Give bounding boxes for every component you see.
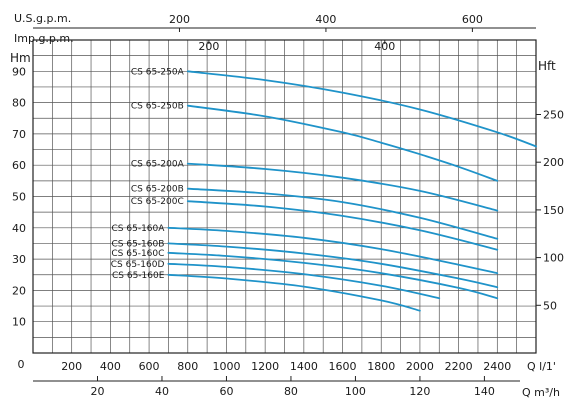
- left-axis-ticks: 10 20 30 40 50 60 70 80 90 0: [12, 65, 26, 371]
- bottom-axis-label: Q l/1': [527, 360, 556, 373]
- bottom2-tick-label: 40: [155, 385, 169, 398]
- bottom-tick-label: 1800: [367, 360, 395, 373]
- plot-frame: [32, 39, 537, 354]
- bottom-tick-label: 1000: [212, 360, 240, 373]
- series-curve: [167, 273, 421, 312]
- bottom-tick-label: 1200: [251, 360, 279, 373]
- series-curve: [186, 200, 499, 251]
- left-tick-label: 20: [12, 284, 26, 297]
- bottom2-tick-label: 140: [474, 385, 495, 398]
- bottom-tick-label: 200: [61, 360, 82, 373]
- series-label: CS 65-160B: [112, 239, 165, 249]
- bottom2-axis-ticks: 20 40 60 80 100 120 140: [90, 376, 495, 398]
- right-axis-label: Hft: [538, 59, 556, 73]
- series-curve: [167, 226, 499, 275]
- right-tick-label: 100: [543, 252, 564, 265]
- bottom2-tick-label: 60: [219, 385, 233, 398]
- right-axis-ticks: 50 100 150 200 250: [536, 108, 564, 312]
- top-tick-label: 400: [315, 13, 336, 26]
- series-label: CS 65-160C: [111, 249, 164, 259]
- top-axis-ticks: 200 400 600: [33, 13, 536, 32]
- left-tick-label: 10: [12, 316, 26, 329]
- series-label: CS 65-250A: [131, 67, 185, 77]
- series-curve: [167, 242, 499, 289]
- series-label: CS 65-200C: [131, 197, 184, 207]
- bottom-tick-label: 1600: [329, 360, 357, 373]
- series-curve: [186, 162, 499, 212]
- bottom-tick-label: 2000: [406, 360, 434, 373]
- series-curve: [186, 70, 537, 148]
- bottom-tick-label: 600: [139, 360, 160, 373]
- series-group: CS 65-250A CS 65-250B CS 65-200A CS 65-200B…: [111, 67, 537, 312]
- bottom-tick-label: 2200: [445, 360, 473, 373]
- series-curve: [167, 262, 441, 300]
- left-tick-label: 60: [12, 159, 26, 172]
- bottom-tick-label: 1400: [290, 360, 318, 373]
- right-tick-label: 200: [543, 156, 564, 169]
- right-tick-label: 50: [543, 299, 557, 312]
- series-label: CS 65-160A: [112, 224, 166, 234]
- bottom2-tick-label: 120: [409, 385, 430, 398]
- left-axis-label: Hm: [10, 51, 31, 65]
- bottom2-tick-label: 20: [90, 385, 104, 398]
- origin-tick-label: 0: [18, 358, 25, 371]
- bottom-tick-label: 2400: [483, 360, 511, 373]
- top2-axis-ticks: 200 400: [198, 40, 395, 53]
- top2-tick-label: 200: [198, 40, 219, 53]
- left-tick-label: 40: [12, 222, 26, 235]
- series-label: CS 65-160E: [112, 271, 165, 281]
- left-tick-label: 30: [12, 253, 26, 266]
- series-label: CS 65-200A: [131, 160, 185, 170]
- bottom2-axis-label: Q m³/h: [522, 386, 560, 399]
- left-tick-label: 50: [12, 191, 26, 204]
- top-axis-label-usgpm: U.S.g.p.m.: [14, 12, 71, 25]
- bottom2-tick-label: 100: [345, 385, 366, 398]
- top-tick-label: 600: [462, 13, 483, 26]
- top-tick-label: 200: [169, 13, 190, 26]
- bottom2-tick-label: 80: [284, 385, 298, 398]
- series-label: CS 65-160D: [111, 260, 165, 270]
- right-tick-label: 250: [543, 108, 564, 121]
- bottom-axis-ticks: 200 400 600 800 1000 1200 1400 1600 1800 2000 2200…: [61, 360, 511, 373]
- left-tick-label: 80: [12, 97, 26, 110]
- series-curve: [167, 251, 499, 300]
- series-curve: [186, 104, 499, 182]
- left-tick-label: 70: [12, 128, 26, 141]
- top-axis-label-impgpm: Imp.g.p.m.: [14, 32, 74, 45]
- bottom-tick-label: 400: [100, 360, 121, 373]
- series-label: CS 65-200B: [131, 185, 184, 195]
- series-curve: [186, 187, 499, 240]
- grid: [33, 40, 536, 353]
- left-tick-label: 90: [12, 65, 26, 78]
- bottom-tick-label: 800: [177, 360, 198, 373]
- top2-tick-label: 400: [374, 40, 395, 53]
- right-tick-label: 150: [543, 204, 564, 217]
- series-label: CS 65-250B: [131, 102, 184, 112]
